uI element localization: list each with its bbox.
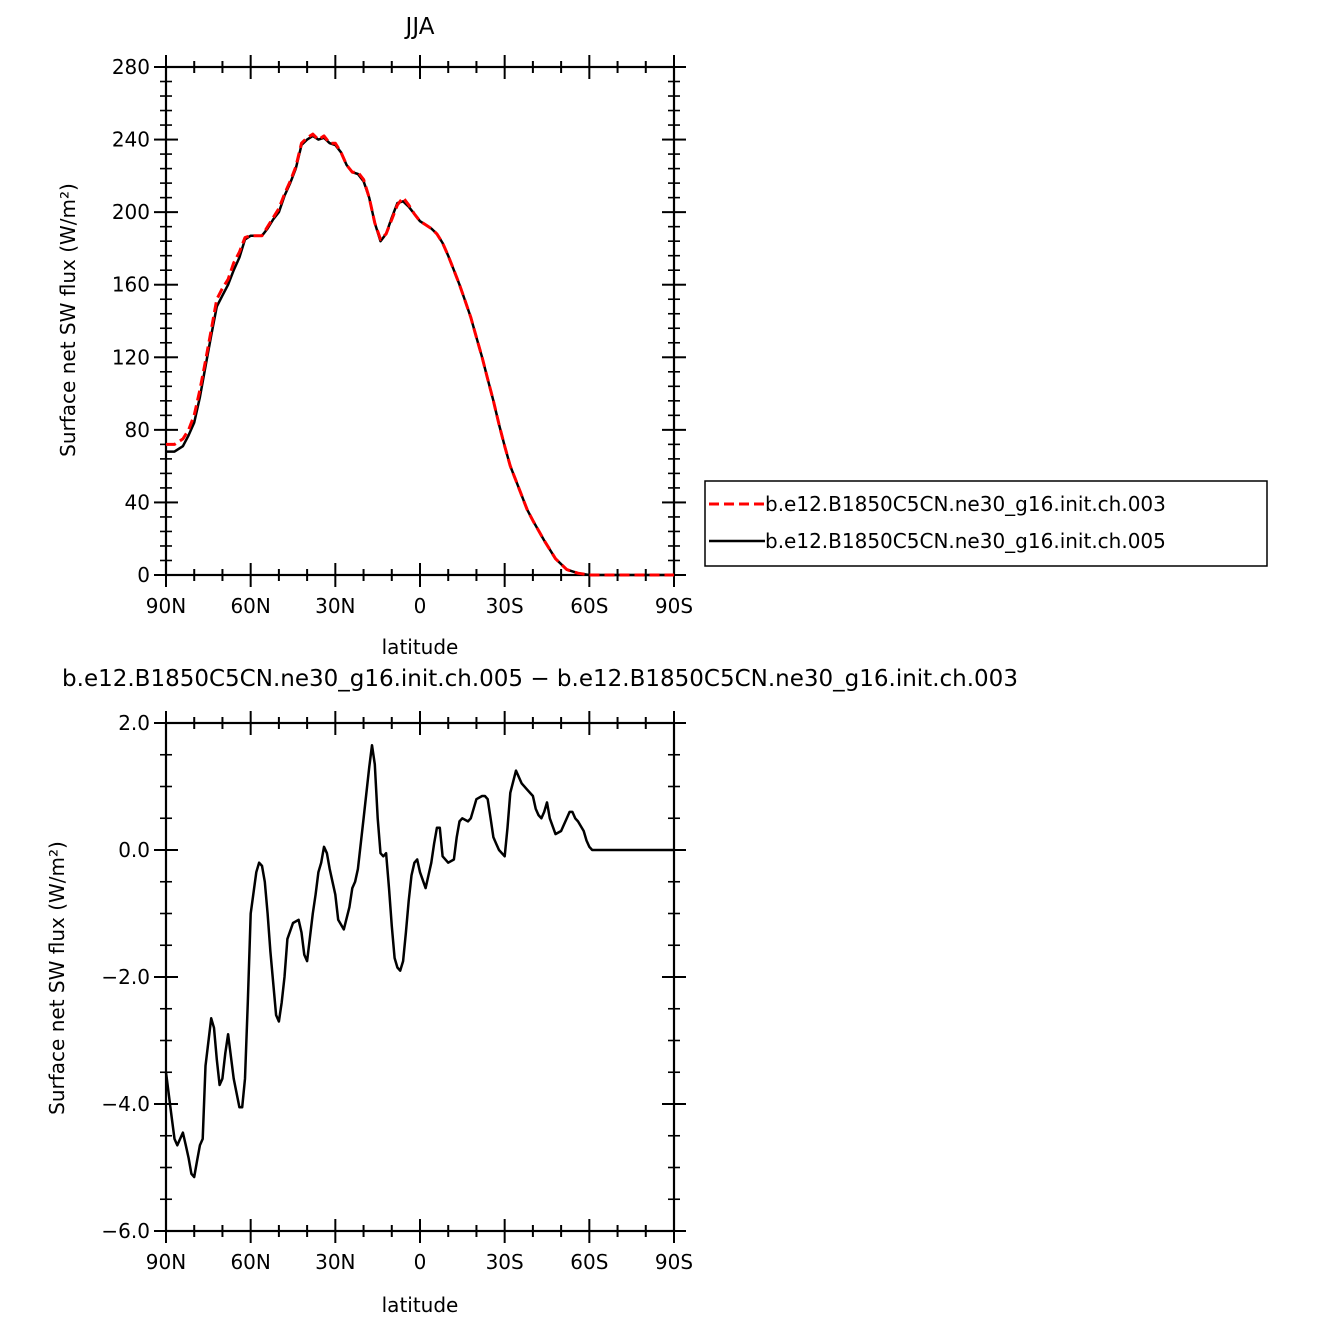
- top-plot-frame: [164, 65, 676, 577]
- top-x-tick-label: 60N: [230, 594, 270, 618]
- top-y-tick-label: 280: [112, 55, 150, 79]
- top-plot: JJA latitude Surface net SW flux (W/m²) …: [56, 14, 693, 659]
- top-x-tick-label: 60S: [570, 594, 608, 618]
- top-y-tick-label: 200: [112, 200, 150, 224]
- top-series-line-0: [166, 132, 674, 577]
- legend-label-005: b.e12.B1850C5CN.ne30_g16.init.ch.005: [765, 529, 1166, 553]
- bottom-x-tick-label: 60S: [570, 1250, 608, 1274]
- top-x-tick-label: 90S: [655, 594, 693, 618]
- bottom-plot-title: b.e12.B1850C5CN.ne30_g16.init.ch.005 − b…: [62, 666, 1018, 692]
- top-x-tick-label: 90N: [146, 594, 186, 618]
- bottom-series-line-0: [164, 743, 674, 1179]
- top-y-tick-label: 240: [112, 128, 150, 152]
- bottom-x-tick-label: 90N: [146, 1250, 186, 1274]
- top-plot-xlabel: latitude: [382, 635, 459, 659]
- bottom-y-tick-label: −2.0: [101, 965, 150, 989]
- legend: b.e12.B1850C5CN.ne30_g16.init.ch.003 b.e…: [704, 480, 1268, 567]
- bottom-x-tick-label: 90S: [655, 1250, 693, 1274]
- bottom-plot-ylabel: Surface net SW flux (W/m²): [45, 841, 69, 1115]
- bottom-plot: b.e12.B1850C5CN.ne30_g16.init.ch.005 − b…: [45, 666, 1018, 1317]
- bottom-y-tick-label: 2.0: [118, 711, 150, 735]
- bottom-y-tick-label: −6.0: [101, 1219, 150, 1243]
- bottom-x-tick-label: 30N: [315, 1250, 355, 1274]
- top-series-line-1: [166, 134, 674, 577]
- top-plot-title: JJA: [404, 14, 435, 40]
- top-y-tick-label: 0: [137, 563, 150, 587]
- bottom-x-tick-label: 0: [414, 1250, 427, 1274]
- top-x-tick-label: 0: [414, 594, 427, 618]
- bottom-plot-xlabel: latitude: [382, 1293, 459, 1317]
- bottom-y-tick-label: −4.0: [101, 1092, 150, 1116]
- bottom-y-tick-label: 0.0: [118, 838, 150, 862]
- top-y-tick-label: 120: [112, 345, 150, 369]
- bottom-plot-frame: [164, 721, 676, 1233]
- legend-label-003: b.e12.B1850C5CN.ne30_g16.init.ch.003: [765, 492, 1166, 516]
- top-y-tick-label: 80: [125, 418, 150, 442]
- top-x-tick-label: 30S: [486, 594, 524, 618]
- top-y-tick-label: 160: [112, 273, 150, 297]
- top-x-tick-label: 30N: [315, 594, 355, 618]
- bottom-x-tick-label: 60N: [230, 1250, 270, 1274]
- top-y-tick-label: 40: [125, 490, 150, 514]
- top-plot-ylabel: Surface net SW flux (W/m²): [56, 183, 80, 457]
- legend-box: [704, 480, 1268, 567]
- bottom-x-tick-label: 30S: [486, 1250, 524, 1274]
